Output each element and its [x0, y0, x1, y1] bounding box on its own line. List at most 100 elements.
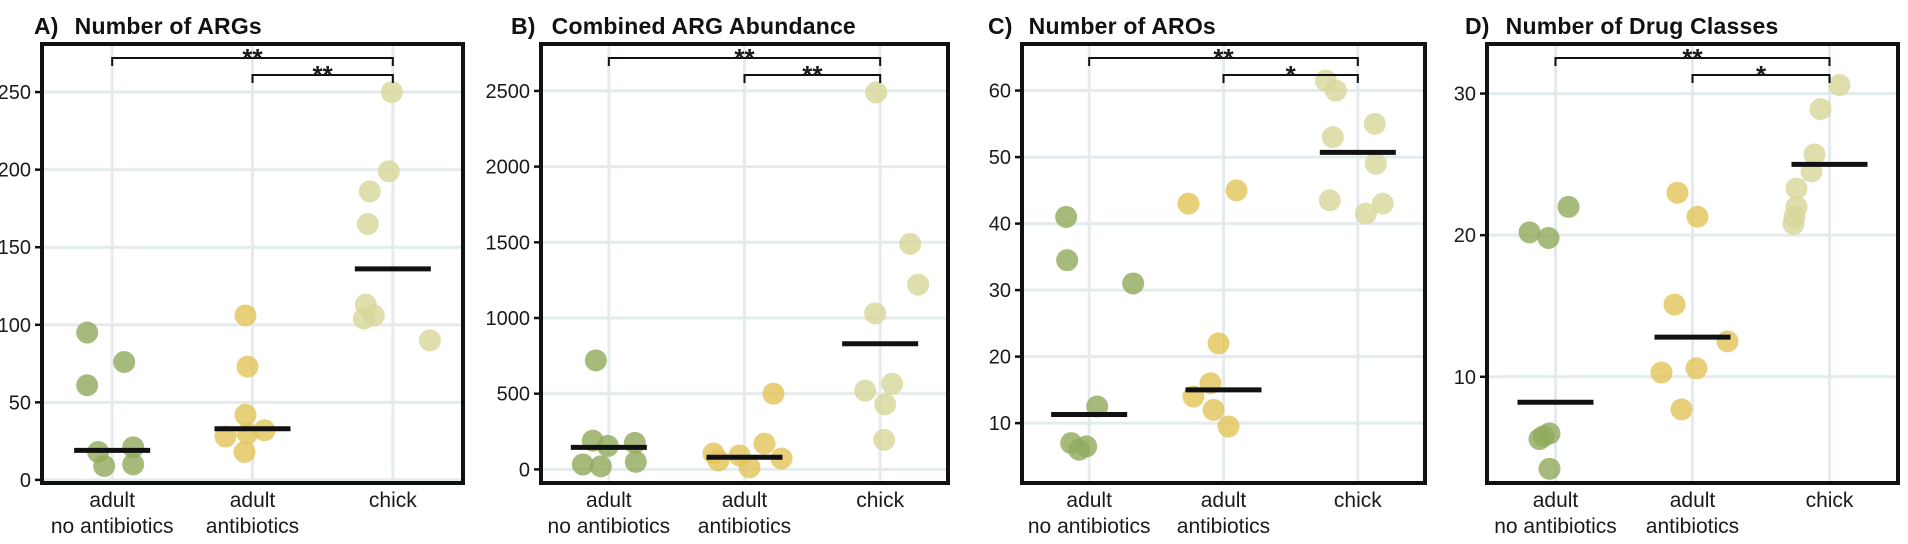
panel-b-plot: ** ** 0 500 1000 1500 2000 2500 adult no antibiot… [486, 42, 950, 538]
data-point [1803, 143, 1826, 166]
data-point [571, 453, 594, 476]
y-axis-tick-label: 1000 [486, 308, 531, 330]
x-category-label: adult [230, 489, 276, 512]
y-axis-tick-label: 0 [519, 459, 530, 481]
panel-a-letter: A) [34, 13, 59, 39]
data-point [1068, 438, 1091, 461]
data-point [76, 374, 99, 397]
panel-a: A) Number of ARGs ** ** 0 50 100 150 200 250 adu… [0, 0, 477, 544]
significance-bracket [743, 74, 882, 83]
y-axis-tick-label: 0 [20, 470, 31, 492]
panel-d-letter: D) [1465, 13, 1490, 39]
data-point [1809, 98, 1832, 121]
y-axis-tick-label: 30 [1454, 84, 1476, 106]
panel-a-title-text: Number of ARGs [74, 13, 262, 39]
x-category-label: no antibiotics [1494, 515, 1617, 538]
significance-bracket [1088, 57, 1359, 66]
y-axis-tick-label: 40 [989, 214, 1011, 236]
data-point [1557, 195, 1580, 218]
significance-label: * [1756, 60, 1767, 90]
data-point [854, 379, 877, 402]
data-point [380, 81, 403, 104]
data-point [899, 232, 922, 255]
panel-b-letter: B) [511, 13, 536, 39]
y-axis-tick-label: 20 [1454, 225, 1476, 247]
panel-c-title-text: Number of AROs [1028, 13, 1216, 39]
panel-c-title: C) Number of AROs [954, 0, 1431, 40]
x-category-label: no antibiotics [51, 515, 174, 538]
x-category-label: chick [1334, 489, 1382, 512]
significance-label: ** [242, 43, 263, 73]
data-point [377, 160, 400, 183]
data-point [1518, 221, 1541, 244]
data-point [236, 355, 259, 378]
y-axis-tick-label: 500 [497, 384, 530, 406]
data-point [122, 453, 145, 476]
data-point [1537, 227, 1560, 250]
data-point [1528, 428, 1551, 451]
significance-bracket [607, 57, 882, 66]
x-category-label: adult [1201, 489, 1247, 512]
data-point [865, 81, 888, 104]
significance-label: ** [1213, 43, 1234, 73]
data-point [1202, 398, 1225, 421]
data-point [1177, 192, 1200, 215]
significance-label: * [1286, 60, 1297, 90]
data-point [873, 428, 896, 451]
data-point [1650, 361, 1673, 384]
data-point [1324, 79, 1347, 102]
data-point [1364, 152, 1387, 175]
y-axis-tick-label: 1500 [486, 232, 531, 254]
y-axis-tick-label: 2000 [486, 157, 531, 179]
y-axis-tick-label: 100 [0, 315, 31, 337]
data-point [76, 321, 99, 344]
data-point [738, 456, 761, 479]
data-point [234, 304, 257, 327]
data-point [1363, 112, 1386, 135]
y-axis-tick-label: 20 [989, 347, 1011, 369]
data-point [1785, 177, 1808, 200]
y-axis-tick-label: 50 [9, 392, 31, 414]
plot-border [1485, 42, 1900, 485]
panel-d: D) Number of Drug Classes ** * 10 20 30 adult… [1431, 0, 1908, 544]
data-point [236, 422, 259, 445]
data-point [881, 372, 904, 395]
data-point [624, 450, 647, 473]
significance-bracket [1222, 74, 1359, 83]
panel-a-title: A) Number of ARGs [0, 0, 477, 40]
x-category-label: adult [1533, 489, 1579, 512]
data-point [1056, 249, 1079, 272]
data-point [1666, 181, 1689, 204]
y-axis-tick-label: 10 [1454, 367, 1476, 389]
data-point [1207, 332, 1230, 355]
data-point [1670, 398, 1693, 421]
significance-label: ** [734, 43, 755, 73]
data-point [864, 302, 887, 325]
panel-c-letter: C) [988, 13, 1013, 39]
data-point [356, 212, 379, 235]
data-point [1371, 192, 1394, 215]
y-axis-tick-label: 50 [989, 147, 1011, 169]
data-point [1122, 272, 1145, 295]
panel-a-plot: ** ** 0 50 100 150 200 250 adult no antibiotics ad… [0, 42, 465, 538]
panel-b-title: B) Combined ARG Abundance [477, 0, 954, 40]
significance-label: ** [802, 60, 823, 90]
data-point [352, 307, 375, 330]
x-category-label: adult [586, 489, 632, 512]
significance-label: ** [1682, 43, 1703, 73]
y-axis-tick-label: 30 [989, 280, 1011, 302]
data-point [233, 440, 256, 463]
data-point [762, 382, 785, 405]
data-point [1663, 293, 1686, 316]
x-category-label: chick [1806, 489, 1854, 512]
data-point [93, 454, 116, 477]
data-point [1782, 212, 1805, 235]
y-axis-tick-label: 60 [989, 81, 1011, 103]
x-category-label: antibiotics [206, 515, 299, 538]
significance-bracket [111, 57, 394, 66]
data-point [1685, 357, 1708, 380]
panel-b: B) Combined ARG Abundance ** ** 0 500 1000 15… [477, 0, 954, 544]
data-point [418, 329, 441, 352]
significance-label: ** [313, 60, 334, 90]
